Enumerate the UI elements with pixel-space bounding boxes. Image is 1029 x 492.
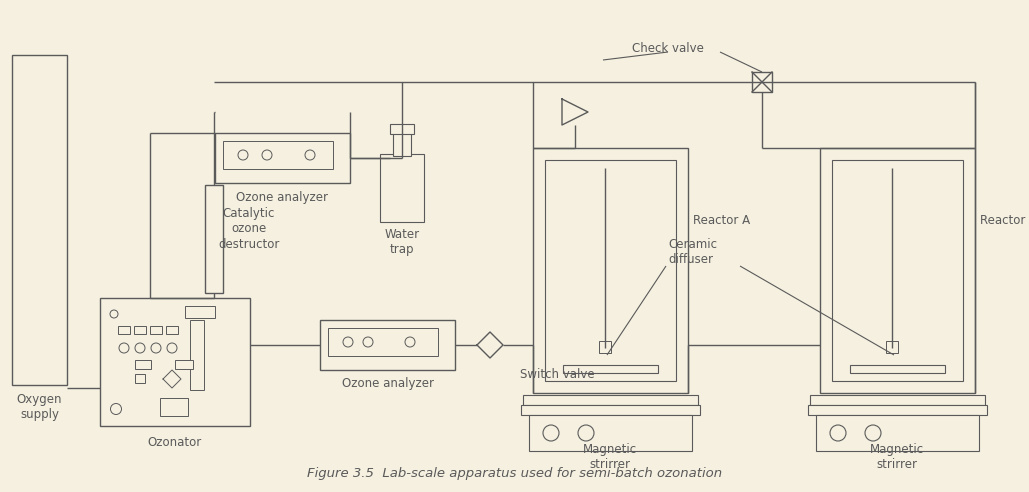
Bar xyxy=(320,320,455,370)
Bar xyxy=(808,405,987,415)
Bar xyxy=(832,160,963,381)
Text: Water
trap: Water trap xyxy=(385,228,420,256)
Bar xyxy=(380,154,424,222)
Bar xyxy=(886,341,898,353)
Text: Catalytic
ozone
destructor: Catalytic ozone destructor xyxy=(218,208,280,250)
Bar xyxy=(810,395,985,405)
Text: Figure 3.5  Lab-scale apparatus used for semi-batch ozonation: Figure 3.5 Lab-scale apparatus used for … xyxy=(307,467,722,481)
Bar xyxy=(135,360,151,369)
Bar xyxy=(100,298,250,426)
Text: Ozone analyzer: Ozone analyzer xyxy=(237,190,328,204)
Bar xyxy=(134,326,146,334)
Bar xyxy=(190,320,204,390)
Text: Magnetic
strirrer: Magnetic strirrer xyxy=(583,443,637,471)
Bar xyxy=(850,365,945,373)
Text: Reactor B: Reactor B xyxy=(980,214,1029,226)
Bar xyxy=(521,405,700,415)
Text: Reactor A: Reactor A xyxy=(693,214,750,226)
Bar xyxy=(820,148,975,393)
Bar xyxy=(563,365,658,373)
Bar xyxy=(328,328,438,356)
Text: Switch valve: Switch valve xyxy=(520,369,595,381)
Text: Ceramic
diffuser: Ceramic diffuser xyxy=(668,238,717,266)
Bar xyxy=(175,360,193,369)
Bar xyxy=(215,133,350,183)
Bar xyxy=(135,374,145,383)
Text: Magnetic
strirrer: Magnetic strirrer xyxy=(870,443,924,471)
Bar xyxy=(393,132,411,156)
Bar xyxy=(223,141,333,169)
Bar xyxy=(205,185,223,293)
Text: Ozone analyzer: Ozone analyzer xyxy=(342,377,433,391)
Bar xyxy=(12,55,67,385)
Bar xyxy=(159,398,188,416)
Bar xyxy=(599,341,611,353)
Bar xyxy=(150,326,162,334)
Bar xyxy=(529,415,691,451)
Bar xyxy=(166,326,178,334)
Bar xyxy=(523,395,698,405)
Text: Ozonator: Ozonator xyxy=(148,435,202,449)
Bar xyxy=(390,124,414,134)
Bar xyxy=(185,306,215,318)
Bar xyxy=(816,415,979,451)
Bar xyxy=(118,326,130,334)
Text: Check valve: Check valve xyxy=(632,41,704,55)
Bar xyxy=(545,160,676,381)
Bar xyxy=(533,148,688,393)
Text: Oxygen
supply: Oxygen supply xyxy=(16,393,62,421)
